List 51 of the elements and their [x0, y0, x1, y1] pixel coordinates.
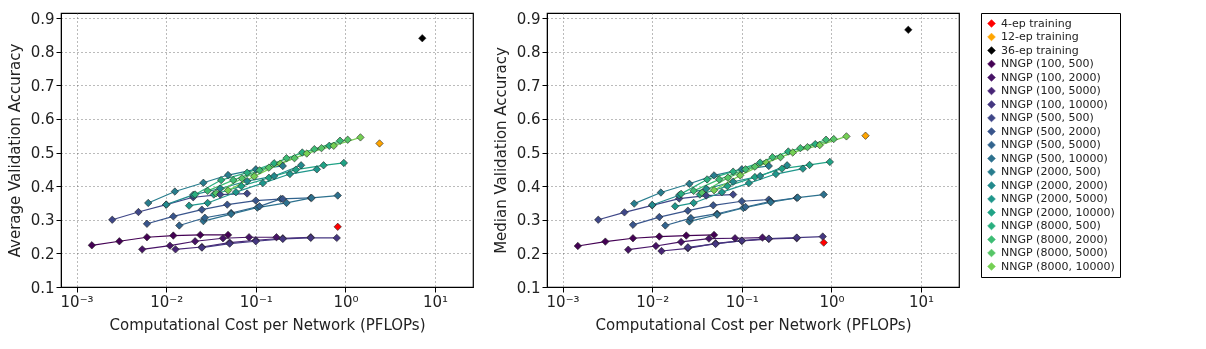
y-tick-label: 0.1: [516, 278, 541, 297]
y-tick-label: 0.9: [30, 9, 55, 28]
legend-label: NNGP (100, 2000): [1001, 70, 1101, 84]
y-tick-label: 0.7: [30, 76, 55, 95]
y-tick-label: 0.1: [30, 278, 55, 297]
y-tick-label: 0.4: [30, 177, 55, 196]
x-axis-title: Computational Cost per Network (PFLOPs): [109, 315, 426, 334]
x-tick-label: 10⁻²: [150, 292, 184, 311]
legend-label: NNGP (500, 10000): [1001, 151, 1108, 165]
x-tick-label: 10⁻¹: [725, 292, 759, 311]
legend-label: NNGP (2000, 2000): [1001, 178, 1108, 192]
legend-label: NNGP (500, 5000): [1001, 138, 1101, 151]
legend-label: NNGP (500, 500): [1001, 111, 1094, 124]
y-axis-title: Average Validation Accuracy: [5, 43, 24, 258]
y-tick-label: 0.7: [516, 76, 541, 95]
legend-label: NNGP (100, 10000): [1001, 97, 1108, 111]
legend-label: NNGP (8000, 500): [1001, 219, 1101, 232]
y-tick-label: 0.9: [516, 9, 541, 28]
y-tick-label: 0.6: [516, 110, 541, 129]
legend-label: NNGP (8000, 2000): [1001, 232, 1108, 246]
x-tick-label: 10⁻³: [60, 292, 94, 311]
legend-label: NNGP (8000, 5000): [1001, 246, 1108, 259]
x-tick-label: 10⁰: [333, 292, 359, 311]
y-tick-label: 0.6: [30, 110, 55, 129]
legend-label: 36-ep training: [1001, 43, 1079, 57]
x-tick-label: 10¹: [423, 292, 449, 311]
y-tick-label: 0.2: [30, 244, 55, 263]
legend-label: NNGP (100, 5000): [1001, 84, 1101, 97]
x-tick-label: 10⁰: [819, 292, 845, 311]
y-tick-label: 0.3: [516, 211, 541, 230]
x-tick-label: 10¹: [909, 292, 935, 311]
y-tick-label: 0.8: [516, 43, 541, 62]
x-tick-label: 10⁻³: [546, 292, 580, 311]
y-tick-label: 0.2: [516, 244, 541, 263]
legend-label: 4-ep training: [1001, 16, 1072, 30]
legend-label: NNGP (2000, 500): [1001, 165, 1101, 178]
legend-label: NNGP (2000, 10000): [1001, 205, 1115, 219]
x-axis-title: Computational Cost per Network (PFLOPs): [595, 315, 912, 334]
y-axis-title: Median Validation Accuracy: [491, 47, 510, 254]
y-tick-label: 0.5: [516, 144, 541, 163]
legend-label: NNGP (500, 2000): [1001, 124, 1101, 138]
legend-label: NNGP (2000, 5000): [1001, 192, 1108, 205]
legend-label: NNGP (100, 500): [1001, 57, 1094, 70]
y-tick-label: 0.8: [30, 43, 55, 62]
x-tick-label: 10⁻²: [636, 292, 670, 311]
x-tick-label: 10⁻¹: [239, 292, 273, 311]
legend-label: 12-ep training: [1001, 30, 1079, 43]
legend-label: NNGP (8000, 10000): [1001, 259, 1115, 273]
y-tick-label: 0.4: [516, 177, 541, 196]
y-tick-label: 0.3: [30, 211, 55, 230]
y-tick-label: 0.5: [30, 144, 55, 163]
